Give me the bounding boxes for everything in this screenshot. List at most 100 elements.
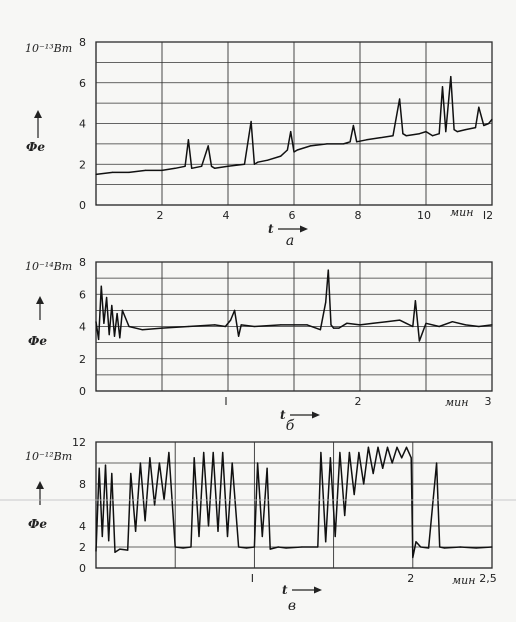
data-point [184,165,186,167]
data-point [257,462,259,464]
y-unit-label: 10⁻¹⁴Вт [25,260,72,273]
data-point [366,139,368,141]
y-axis-arrowhead [34,110,42,118]
data-point [101,535,103,538]
data-point [245,547,248,549]
x-tick-label: I2 [483,209,493,222]
data-point [154,504,156,506]
data-point [296,149,298,151]
y-tick-label: 0 [79,562,86,575]
y-tick-label: 4 [79,321,86,334]
x-unit-label: мин [450,206,473,219]
data-point [441,86,444,88]
data-point [327,269,329,271]
x-axis-arrowhead [300,225,308,233]
y-axis-name: Фe [26,140,45,154]
data-point [453,129,455,131]
data-point [392,135,394,137]
data-point [412,556,414,559]
x-unit-label: мин [445,396,468,409]
data-point [410,457,412,459]
data-point [193,457,195,459]
data-point [301,546,303,548]
data-point [210,165,213,167]
data-point [425,131,427,133]
data-point [491,546,493,548]
x-tick-label: 10 [417,209,431,222]
data-point [201,165,203,167]
data-point [415,541,417,543]
chart-panel-1: 0 2 4 6 8 2 4 6 8 10 I2 10⁻¹³Вт Фe t мин а [25,36,493,249]
data-series-line [95,446,493,559]
data-point [226,535,229,538]
data-point [290,131,292,133]
x-tick-label: 2 [407,572,414,585]
data-point [352,124,354,127]
data-point [111,304,113,307]
x-tick-label: 2 [355,395,362,408]
data-point [432,135,434,137]
data-point [363,483,365,485]
data-point [450,76,452,78]
data-point [438,325,440,328]
data-point [339,451,341,454]
data-point [269,548,271,550]
data-point [119,548,121,550]
data-point [386,446,389,448]
x-axis-name: t [280,408,286,422]
data-point [396,446,398,448]
data-point [348,451,350,454]
data-point [478,106,480,108]
data-point [338,327,340,329]
data-point [334,535,336,538]
data-point [459,546,461,548]
data-point [391,462,393,464]
y-axis-name: Фe [28,517,47,531]
data-point [114,551,116,553]
y-tick-label: 12 [72,436,86,449]
data-point [425,322,427,324]
x-tick-label: 4 [223,209,230,222]
data-point [182,547,184,549]
data-point [158,462,160,464]
x-tick-label: 2,5 [479,572,497,585]
data-point [106,296,108,299]
data-point [187,139,189,141]
chart-panel-2: 0 2 4 6 8 I 2 3 10⁻¹⁴Вт Фe t мин б [25,256,493,434]
data-point [465,129,467,131]
data-point [227,165,229,167]
data-point [293,151,295,153]
data-point [330,324,332,326]
y-axis-arrowhead [36,296,44,304]
data-point [161,169,163,171]
data-point [98,338,100,340]
data-point [95,173,97,175]
data-point [119,337,121,339]
data-point [139,462,141,464]
data-point [420,546,422,548]
data-point [234,309,236,311]
y-tick-label: 6 [79,77,86,90]
y-tick-label: 4 [79,118,86,131]
data-point [212,451,214,454]
data-point [191,167,193,169]
data-point [231,462,233,464]
data-point [214,324,216,326]
data-point [353,493,355,496]
data-point [243,163,246,165]
data-point [207,525,210,527]
data-point [250,120,252,123]
y-tick-label: 0 [79,385,86,398]
data-point [491,118,493,120]
data-point [161,327,163,329]
data-point [285,547,287,549]
data-point [399,319,401,321]
x-unit-label: мин [452,574,475,587]
y-tick-label: 6 [79,288,86,301]
x-tick-label: 3 [485,395,492,408]
data-point [144,520,146,522]
data-point [128,325,130,328]
data-point [198,535,200,538]
